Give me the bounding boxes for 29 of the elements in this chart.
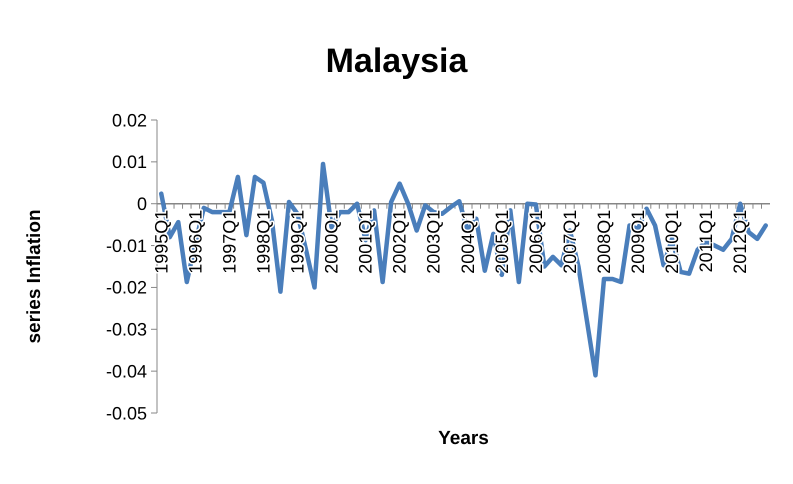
y-tick-label: 0.02 bbox=[112, 110, 147, 130]
x-tick-label: 2008Q1 bbox=[594, 210, 614, 274]
x-tick-label: 2011Q1 bbox=[696, 210, 716, 272]
x-tick-label: 1995Q1 bbox=[151, 210, 172, 274]
y-tick-label: 0 bbox=[136, 194, 147, 214]
x-tick-label: 2009Q1 bbox=[628, 210, 648, 274]
y-tick-label: -0.04 bbox=[106, 361, 147, 382]
x-tick-label: 2004Q1 bbox=[458, 210, 478, 274]
x-tick-label: 2001Q1 bbox=[356, 210, 376, 274]
x-tick-label: 2010Q1 bbox=[662, 210, 682, 274]
x-axis-title: Years bbox=[438, 428, 489, 449]
x-tick-label: 1999Q1 bbox=[287, 210, 308, 274]
x-tick-label: 2006Q1 bbox=[526, 210, 546, 274]
x-tick-label: 1996Q1 bbox=[185, 210, 206, 274]
y-tick-label: -0.02 bbox=[106, 278, 147, 298]
x-tick-label: 2002Q1 bbox=[390, 210, 410, 274]
x-tick-label: 2000Q1 bbox=[322, 210, 342, 274]
x-tick-label: 2007Q1 bbox=[560, 210, 580, 274]
x-tick-label: 2012Q1 bbox=[730, 210, 750, 274]
x-tick-label: 1998Q1 bbox=[253, 210, 274, 274]
y-axis-title: series Inflation bbox=[24, 209, 45, 344]
x-tick-label: 2003Q1 bbox=[424, 210, 444, 274]
y-tick-label: -0.05 bbox=[106, 403, 147, 424]
y-tick-label: 0.01 bbox=[112, 152, 147, 172]
y-tick-label: -0.01 bbox=[106, 236, 147, 256]
y-tick-label: -0.03 bbox=[106, 320, 147, 340]
x-tick-label: 2005Q1 bbox=[492, 210, 512, 274]
x-tick-label: 1997Q1 bbox=[219, 210, 240, 274]
chart-title: Malaysia bbox=[326, 42, 468, 80]
